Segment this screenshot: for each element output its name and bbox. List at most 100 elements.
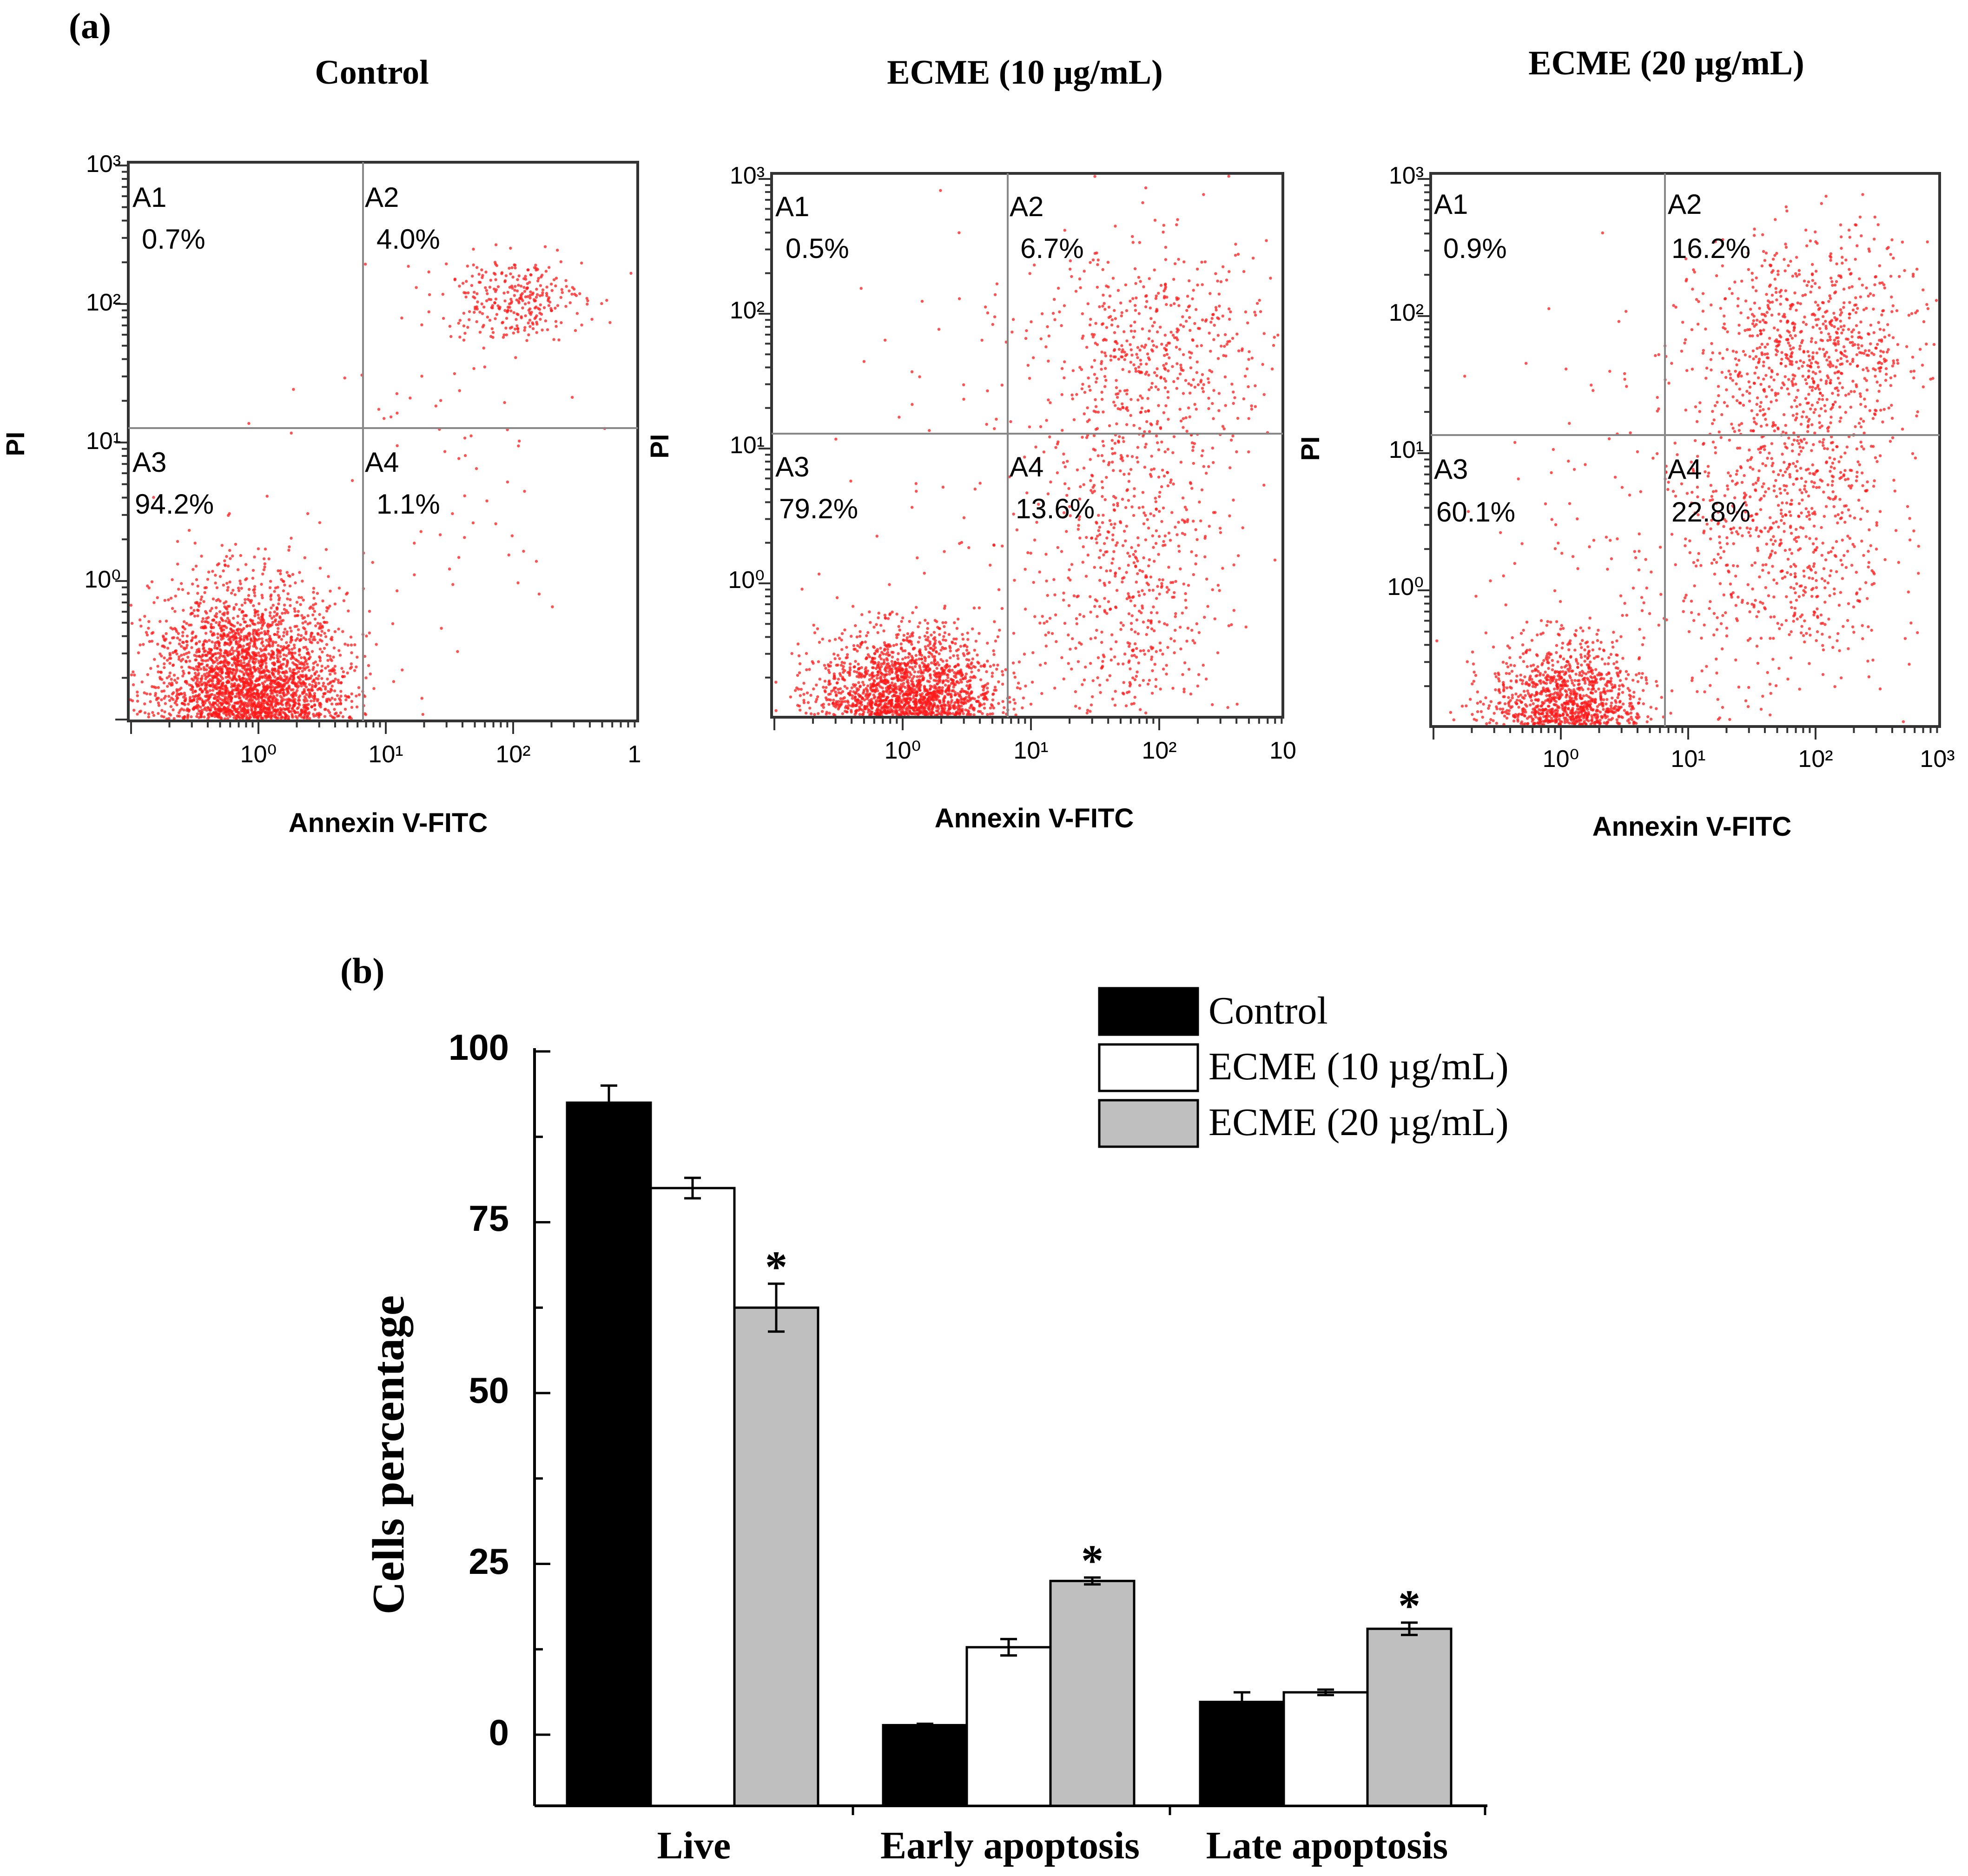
dot	[486, 316, 489, 319]
dot	[906, 697, 910, 700]
dot	[1184, 599, 1187, 602]
dot	[926, 698, 929, 701]
dot	[271, 705, 275, 709]
dot	[1165, 664, 1168, 667]
dot	[820, 704, 824, 707]
dot	[992, 663, 996, 667]
dot	[263, 630, 266, 633]
dot	[1086, 554, 1090, 557]
dot	[145, 633, 149, 637]
dot	[218, 689, 222, 693]
dot	[521, 292, 524, 295]
dot	[863, 707, 867, 711]
dot	[1228, 514, 1231, 518]
dot	[253, 608, 257, 612]
dot	[200, 555, 203, 558]
dot	[304, 620, 307, 623]
dot	[935, 620, 938, 623]
dot	[1033, 538, 1037, 542]
dot	[225, 581, 229, 585]
dot	[924, 647, 928, 651]
dot	[139, 643, 142, 647]
dot	[908, 653, 911, 656]
dot	[228, 512, 231, 515]
dot	[518, 439, 521, 443]
dot	[326, 690, 330, 693]
dot	[508, 266, 511, 270]
dot	[932, 631, 936, 634]
dot	[465, 280, 468, 283]
dot	[857, 675, 861, 679]
dot	[161, 634, 165, 638]
dot	[238, 636, 242, 640]
dot	[805, 712, 808, 715]
dot	[832, 698, 835, 702]
dot	[247, 694, 250, 698]
dot	[289, 604, 292, 608]
dot	[193, 672, 197, 675]
dot	[207, 698, 210, 701]
dot	[929, 684, 932, 687]
dot	[300, 596, 303, 599]
dot	[282, 658, 285, 661]
dot	[238, 684, 242, 688]
dot	[326, 607, 330, 610]
dot	[396, 589, 399, 593]
dot	[991, 704, 994, 707]
dot	[985, 670, 988, 674]
dot	[900, 620, 903, 623]
dot	[1079, 485, 1082, 489]
dot	[253, 638, 256, 641]
dot	[232, 608, 236, 611]
dot	[185, 640, 188, 643]
dot	[1093, 605, 1096, 608]
dot	[166, 647, 170, 650]
dot	[214, 712, 218, 715]
dot	[154, 686, 158, 689]
dot	[302, 716, 305, 720]
dot	[183, 647, 186, 651]
dot	[936, 694, 939, 698]
dot	[277, 623, 280, 626]
dot	[176, 562, 179, 566]
dot	[1154, 542, 1158, 545]
dot	[907, 700, 911, 704]
dot	[306, 614, 310, 617]
dot	[350, 643, 353, 647]
dot	[879, 671, 883, 674]
dot	[304, 706, 308, 710]
dot	[213, 644, 217, 647]
dot	[1149, 575, 1153, 579]
dot	[876, 682, 879, 686]
dot	[235, 636, 238, 640]
dot	[898, 702, 901, 706]
dot	[958, 711, 962, 714]
dot	[288, 710, 291, 713]
dot	[926, 635, 930, 639]
dot	[284, 628, 287, 631]
dot	[1237, 554, 1240, 557]
dot	[897, 652, 900, 655]
dot	[164, 637, 168, 641]
dot	[837, 691, 840, 694]
dot	[250, 599, 253, 602]
dot	[948, 670, 951, 674]
quadrant-value-a4: 1.1%	[376, 489, 440, 520]
dot	[1001, 673, 1004, 677]
dot	[838, 636, 841, 640]
dot	[197, 609, 200, 612]
dot	[1095, 628, 1098, 632]
dot	[514, 356, 517, 359]
dot	[1157, 476, 1161, 479]
dot	[864, 640, 867, 644]
dot	[892, 705, 896, 708]
dot	[182, 653, 186, 656]
dot	[143, 702, 146, 706]
dot	[891, 670, 894, 674]
dot	[275, 694, 279, 697]
dot	[991, 675, 994, 678]
dot	[481, 274, 484, 277]
dot	[363, 695, 367, 698]
dot	[274, 709, 277, 713]
dot	[304, 632, 308, 635]
